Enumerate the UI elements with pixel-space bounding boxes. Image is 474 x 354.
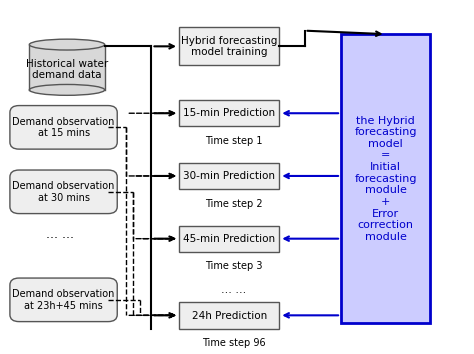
FancyBboxPatch shape: [179, 302, 279, 329]
FancyBboxPatch shape: [179, 226, 279, 252]
Text: Hybrid forecasting
model training: Hybrid forecasting model training: [181, 35, 277, 57]
Ellipse shape: [29, 85, 105, 95]
FancyBboxPatch shape: [341, 34, 430, 323]
Text: the Hybrid
forecasting
model
=
Initial
forecasting
module
+
Error
correction
mod: the Hybrid forecasting model = Initial f…: [355, 116, 417, 242]
FancyBboxPatch shape: [10, 278, 117, 321]
Text: 30-min Prediction: 30-min Prediction: [183, 171, 275, 181]
Text: 24h Prediction: 24h Prediction: [191, 310, 267, 320]
Bar: [29, 45, 105, 90]
Ellipse shape: [29, 39, 105, 50]
Text: Time step 1: Time step 1: [205, 136, 263, 146]
Text: Time step 2: Time step 2: [205, 199, 263, 209]
Text: 45-min Prediction: 45-min Prediction: [183, 234, 275, 244]
FancyBboxPatch shape: [179, 163, 279, 189]
Text: Demand observation
at 23h+45 mins: Demand observation at 23h+45 mins: [12, 289, 115, 310]
Text: ... ...: ... ...: [46, 228, 74, 241]
Text: Time step 3: Time step 3: [205, 261, 263, 271]
Text: Demand observation
at 15 mins: Demand observation at 15 mins: [12, 116, 115, 138]
Text: ... ...: ... ...: [221, 285, 246, 295]
Text: Time step 96: Time step 96: [202, 338, 265, 348]
Text: 15-min Prediction: 15-min Prediction: [183, 108, 275, 118]
FancyBboxPatch shape: [179, 100, 279, 126]
FancyBboxPatch shape: [10, 105, 117, 149]
Text: Historical water
demand data: Historical water demand data: [26, 59, 108, 80]
FancyBboxPatch shape: [10, 170, 117, 213]
FancyBboxPatch shape: [179, 27, 279, 65]
Text: Demand observation
at 30 mins: Demand observation at 30 mins: [12, 181, 115, 202]
